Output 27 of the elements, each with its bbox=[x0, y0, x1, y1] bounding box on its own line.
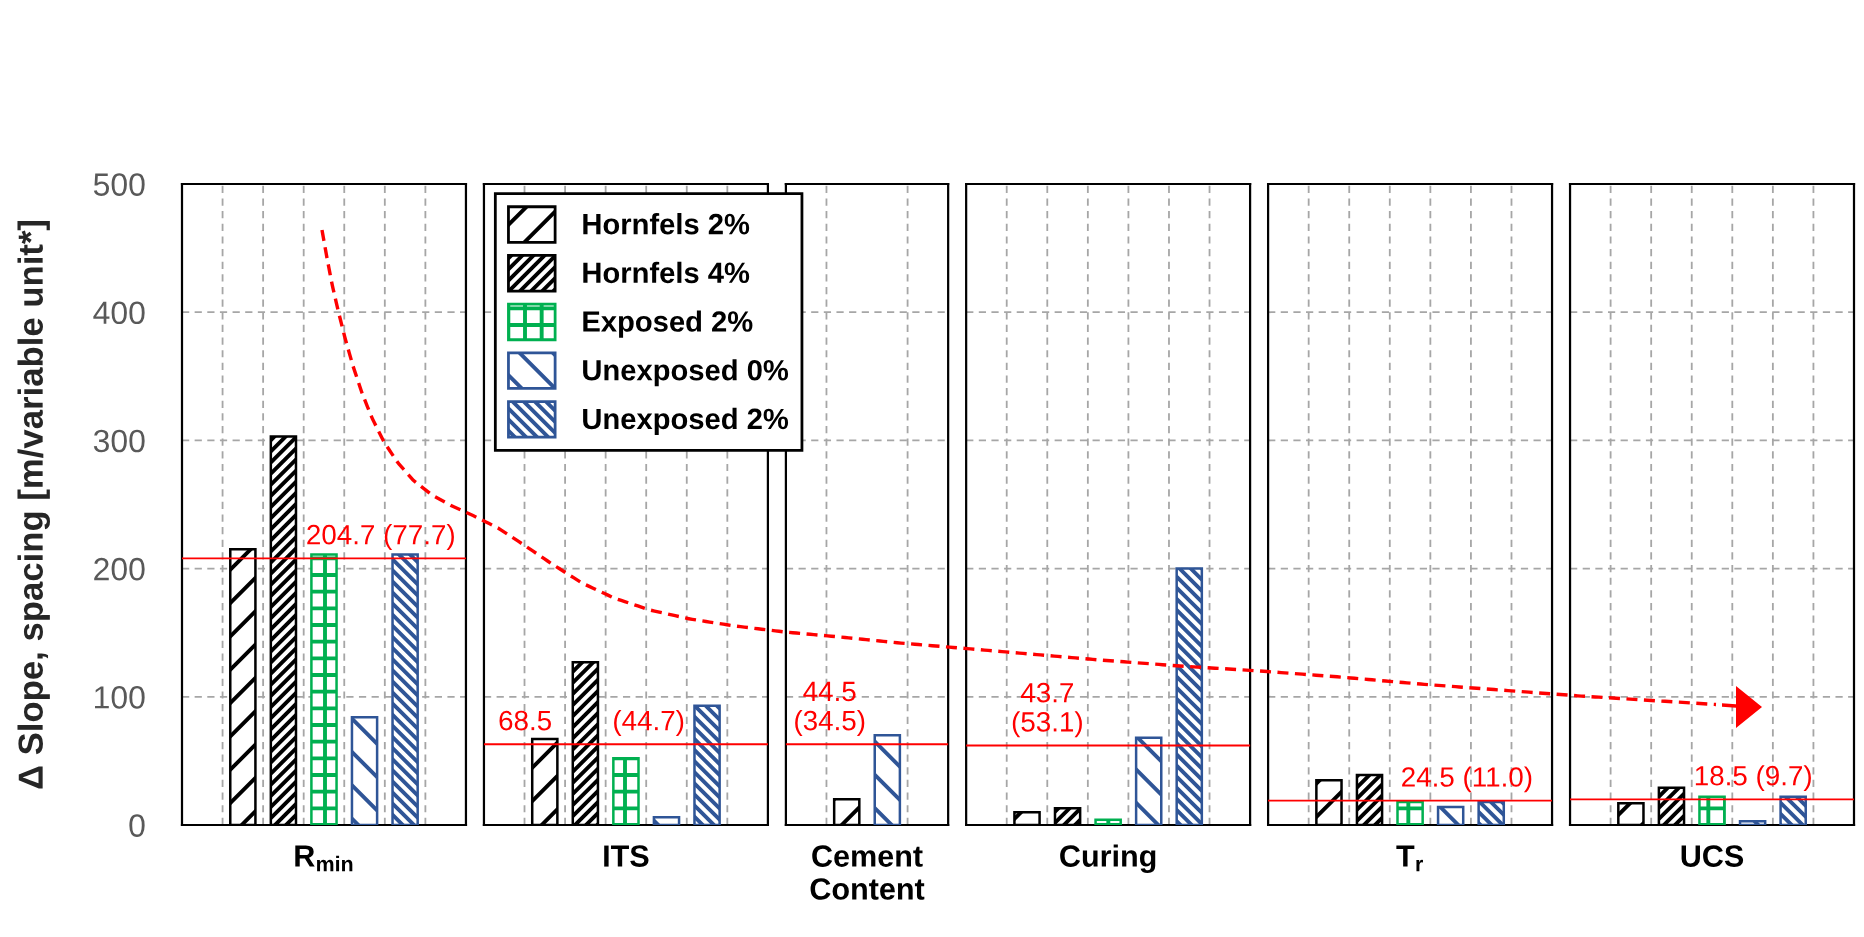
annotation: 18.5 (9.7) bbox=[1695, 765, 1811, 792]
x-tick-label: R$_{min}$ bbox=[295, 845, 353, 872]
annotation: 204.7 (77.7) bbox=[307, 524, 454, 550]
annotation: 24.5 (11.0) bbox=[1402, 766, 1532, 793]
y-tick-label: 0 bbox=[129, 814, 145, 837]
x-tick-label: ITS bbox=[604, 845, 649, 867]
y-tick-label: 400 bbox=[93, 301, 145, 325]
legend-label: Hornfels 2% bbox=[583, 213, 750, 235]
legend-label: Unexposed 0% bbox=[583, 359, 789, 387]
annotation: 68.5 bbox=[499, 710, 551, 731]
x-tick-label: Curing bbox=[1060, 844, 1156, 874]
y-tick-label: 100 bbox=[95, 686, 145, 709]
legend-label: Hornfels 4% bbox=[583, 261, 750, 284]
y-tick-label: 200 bbox=[94, 557, 145, 581]
annotation: (34.5) bbox=[795, 710, 865, 736]
y-tick-label: 300 bbox=[93, 429, 145, 453]
legend-label: Exposed 2% bbox=[583, 310, 753, 338]
y-axis-title: Δ Slope, spacing [m/variable unit*] bbox=[17, 220, 50, 789]
x-tick-label: Cement Content bbox=[810, 845, 925, 900]
annotation: (44.7) bbox=[614, 710, 684, 736]
annotation: 44.5 bbox=[803, 681, 856, 702]
x-tick-label: UCS bbox=[1681, 845, 1744, 867]
annotation: (53.1) bbox=[1012, 711, 1082, 738]
legend-label: Unexposed 2% bbox=[583, 407, 789, 436]
x-tick-label: T$_{r}$ bbox=[1396, 845, 1423, 872]
annotation: 43.7 bbox=[1020, 682, 1073, 703]
y-tick-label: 500 bbox=[93, 173, 145, 196]
